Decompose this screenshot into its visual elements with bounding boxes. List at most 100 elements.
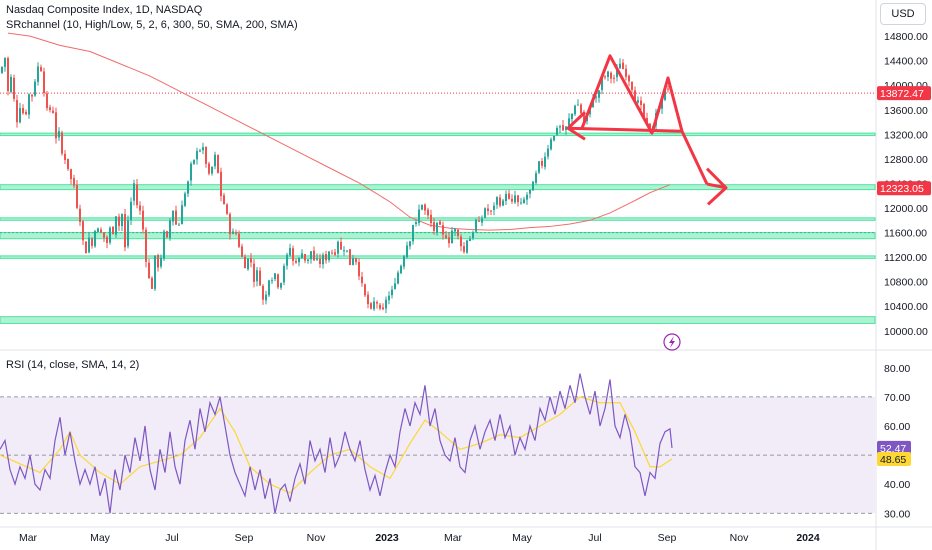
- candle[interactable]: [631, 81, 633, 93]
- candle[interactable]: [214, 151, 216, 170]
- candle[interactable]: [466, 239, 468, 254]
- candle[interactable]: [139, 201, 141, 215]
- candle[interactable]: [529, 189, 531, 199]
- candle[interactable]: [322, 252, 324, 269]
- time-axis[interactable]: Mar May Jul Sep Nov 2023 Mar May Jul Sep Nov 2024: [19, 532, 820, 544]
- candle[interactable]: [553, 135, 555, 142]
- candle[interactable]: [7, 56, 9, 96]
- candle[interactable]: [37, 62, 39, 86]
- candle[interactable]: [49, 104, 51, 113]
- candle[interactable]: [484, 207, 486, 219]
- candle[interactable]: [136, 178, 138, 209]
- candle[interactable]: [382, 303, 384, 311]
- candle[interactable]: [220, 167, 222, 202]
- candle[interactable]: [391, 285, 393, 299]
- rsi-legend[interactable]: RSI (14, close, SMA, 14, 2): [6, 359, 140, 371]
- candle[interactable]: [286, 252, 288, 270]
- candle[interactable]: [166, 230, 168, 239]
- candle[interactable]: [577, 99, 579, 106]
- candle[interactable]: [571, 113, 573, 124]
- candle[interactable]: [355, 257, 357, 265]
- candle[interactable]: [442, 221, 444, 240]
- candle[interactable]: [463, 241, 465, 254]
- candle[interactable]: [541, 158, 543, 169]
- arrow-shaft-end[interactable]: [706, 182, 727, 190]
- candle[interactable]: [259, 267, 261, 286]
- candle[interactable]: [43, 67, 45, 97]
- candle[interactable]: [352, 254, 354, 266]
- candle[interactable]: [28, 93, 30, 119]
- candle[interactable]: [277, 273, 279, 290]
- candle[interactable]: [304, 254, 306, 264]
- candle[interactable]: [217, 154, 219, 174]
- candle[interactable]: [265, 290, 267, 305]
- candle[interactable]: [205, 146, 207, 168]
- candle[interactable]: [247, 258, 249, 271]
- candle[interactable]: [508, 189, 510, 200]
- candle[interactable]: [238, 230, 240, 249]
- candle[interactable]: [199, 148, 201, 153]
- candle[interactable]: [421, 204, 423, 211]
- candle[interactable]: [502, 198, 504, 207]
- candle[interactable]: [190, 161, 192, 186]
- left-arrow-head[interactable]: [566, 111, 587, 141]
- lightning-icon[interactable]: [663, 333, 681, 351]
- candle[interactable]: [310, 251, 312, 264]
- candle[interactable]: [472, 230, 474, 241]
- candle[interactable]: [622, 59, 624, 70]
- candle[interactable]: [64, 150, 66, 165]
- candle[interactable]: [481, 215, 483, 227]
- candle[interactable]: [637, 96, 639, 104]
- candle[interactable]: [181, 200, 183, 225]
- candle[interactable]: [253, 259, 255, 288]
- candle[interactable]: [439, 219, 441, 225]
- candle[interactable]: [319, 253, 321, 268]
- candle[interactable]: [424, 203, 426, 215]
- candle[interactable]: [565, 126, 567, 135]
- candle[interactable]: [283, 263, 285, 286]
- candle[interactable]: [535, 170, 537, 185]
- candle[interactable]: [400, 264, 402, 275]
- candle[interactable]: [514, 190, 516, 204]
- candle[interactable]: [607, 70, 609, 82]
- candle[interactable]: [4, 57, 6, 72]
- candle[interactable]: [478, 216, 480, 223]
- candle[interactable]: [349, 249, 351, 266]
- candle[interactable]: [1, 66, 3, 75]
- candle[interactable]: [625, 64, 627, 81]
- candle[interactable]: [73, 174, 75, 189]
- candle[interactable]: [148, 258, 150, 279]
- candle[interactable]: [232, 228, 234, 235]
- sr-zone[interactable]: [0, 316, 876, 324]
- candle[interactable]: [550, 137, 552, 151]
- candle[interactable]: [97, 227, 99, 233]
- candle[interactable]: [124, 209, 126, 252]
- candle[interactable]: [628, 74, 630, 87]
- candle[interactable]: [544, 152, 546, 170]
- candle[interactable]: [109, 226, 111, 245]
- candle[interactable]: [367, 291, 369, 309]
- candle[interactable]: [418, 204, 420, 226]
- candle[interactable]: [520, 197, 522, 205]
- candle[interactable]: [619, 58, 621, 69]
- candle[interactable]: [169, 218, 171, 241]
- candle[interactable]: [379, 303, 381, 311]
- candle[interactable]: [346, 250, 348, 253]
- candle[interactable]: [316, 253, 318, 261]
- candle[interactable]: [106, 235, 108, 249]
- candle[interactable]: [31, 94, 33, 102]
- price-scale[interactable]: 14800.0014400.0014000.0013600.0013200.00…: [877, 31, 931, 338]
- candle[interactable]: [562, 120, 564, 131]
- candle[interactable]: [160, 254, 162, 269]
- sr-zone[interactable]: [0, 132, 876, 137]
- rsi-pane[interactable]: [0, 373, 875, 514]
- candle[interactable]: [85, 241, 87, 254]
- candle[interactable]: [16, 94, 18, 128]
- candle[interactable]: [145, 227, 147, 268]
- sr-zone[interactable]: [0, 184, 876, 191]
- candle[interactable]: [343, 246, 345, 256]
- candle[interactable]: [493, 202, 495, 216]
- candle[interactable]: [163, 229, 165, 261]
- candle[interactable]: [13, 74, 15, 102]
- candle[interactable]: [469, 235, 471, 242]
